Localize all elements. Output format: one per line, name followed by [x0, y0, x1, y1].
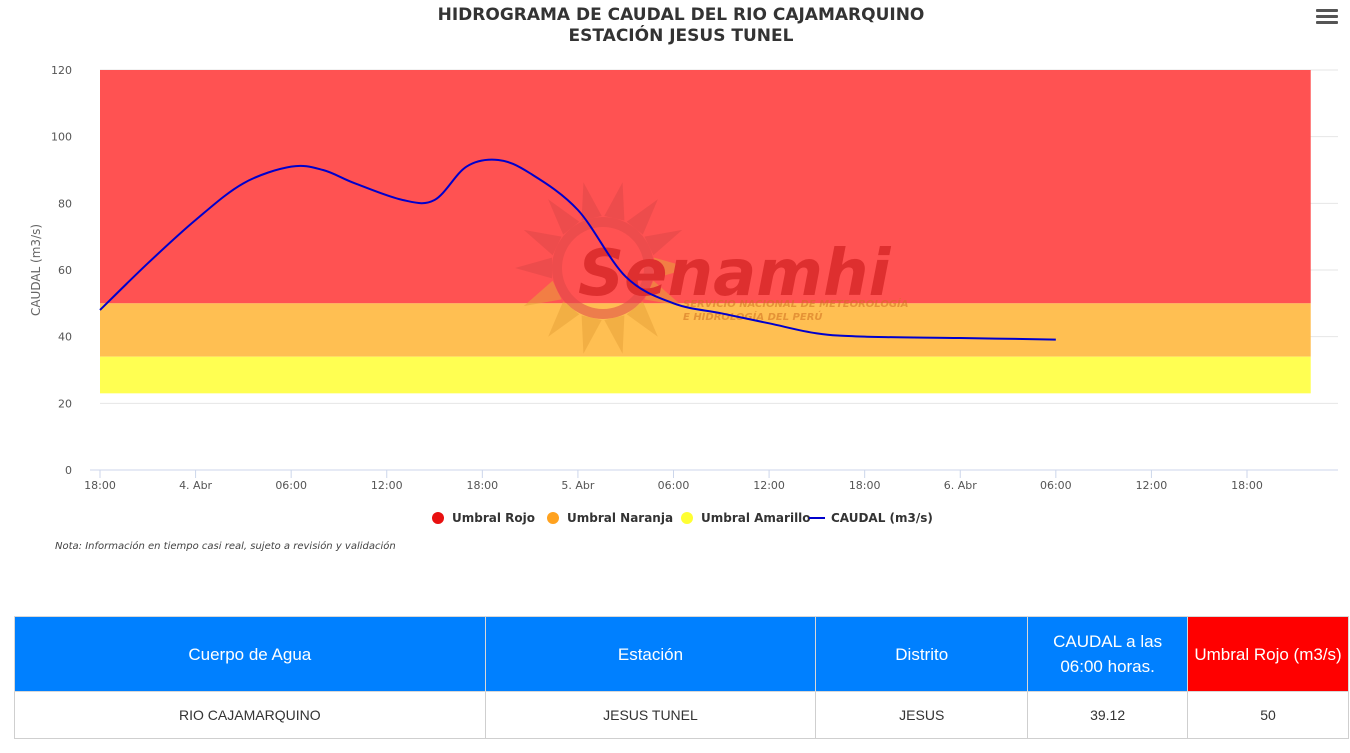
y-tick-label: 0: [65, 464, 72, 477]
threshold-band-umbral-rojo: [100, 70, 1311, 304]
disclaimer-note: Nota: Información en tiempo casi real, s…: [55, 541, 396, 552]
watermark-sun-ray: [604, 315, 625, 354]
watermark-line2: E HIDROLOGÍA DEL PERÚ: [683, 310, 823, 323]
table-header-row: Cuerpo de Agua Estación Distrito CAUDAL …: [14, 616, 1349, 692]
x-tick-label: 5. Abr: [561, 479, 594, 492]
legend-item[interactable]: Umbral Rojo: [432, 511, 535, 525]
x-tick-label: 12:00: [371, 479, 403, 492]
y-tick-label: 60: [58, 264, 72, 277]
chart-title: HIDROGRAMA DE CAUDAL DEL RIO CAJAMARQUIN…: [438, 5, 925, 25]
watermark-sun-ray: [523, 229, 562, 256]
legend-label: CAUDAL (m3/s): [831, 511, 933, 525]
table-row: RIO CAJAMARQUINO JESUS TUNEL JESUS 39.12…: [14, 691, 1349, 739]
chart-canvas: HIDROGRAMA DE CAUDAL DEL RIO CAJAMARQUIN…: [29, 5, 1338, 525]
watermark-sun-ray: [644, 280, 683, 307]
legend-symbol: [432, 512, 444, 524]
y-tick-label: 80: [58, 197, 72, 210]
x-tick-label: 18:00: [849, 479, 881, 492]
x-tick-label: 06:00: [275, 479, 307, 492]
legend-label: Umbral Amarillo: [701, 511, 811, 525]
watermark-sun-ray: [515, 257, 553, 279]
legend-item[interactable]: CAUDAL (m3/s): [809, 511, 933, 525]
watermark-title: Senamhi: [578, 237, 892, 311]
watermark-sun-ray: [644, 229, 683, 256]
legend-symbol: [681, 512, 693, 524]
y-axis-title: CAUDAL (m3/s): [29, 224, 43, 316]
header-district: Distrito: [815, 616, 1029, 692]
y-tick-label: 120: [51, 64, 72, 77]
x-tick-label: 06:00: [658, 479, 690, 492]
x-tick-label: 12:00: [1136, 479, 1168, 492]
x-tick-label: 18:00: [1231, 479, 1263, 492]
header-flow-0600: CAUDAL a las 06:00 horas.: [1027, 616, 1189, 692]
cell-water-body: RIO CAJAMARQUINO: [14, 691, 486, 739]
watermark-sun-disc: [552, 217, 654, 319]
watermark-sun-ray: [581, 182, 602, 221]
cell-district: JESUS: [815, 691, 1029, 739]
cell-station: JESUS TUNEL: [484, 691, 817, 739]
x-tick-label: 12:00: [753, 479, 785, 492]
header-red-threshold: Umbral Rojo (m3/s): [1187, 616, 1349, 692]
hamburger-menu-icon[interactable]: [1316, 9, 1338, 27]
watermark-sun-ray: [604, 182, 625, 221]
x-tick-label: 6. Abr: [944, 479, 977, 492]
x-tick-label: 4. Abr: [179, 479, 212, 492]
watermark-sun-ray: [626, 199, 658, 235]
watermark-sun-ray: [548, 199, 580, 235]
y-tick-label: 20: [58, 397, 72, 410]
chart-legend: Umbral Rojo Umbral Naranja Umbral Amarillo…: [432, 511, 933, 525]
watermark-line1: SERVICIO NACIONAL DE METEOROLOGÍA: [683, 297, 909, 310]
watermark-sun-ray: [626, 301, 658, 337]
header-water-body: Cuerpo de Agua: [14, 616, 486, 692]
series-line-caudal: [99, 158, 1056, 341]
watermark-sun-ray: [548, 301, 580, 337]
threshold-band-umbral-naranja: [100, 303, 1311, 357]
x-tick-label: 18:00: [84, 479, 116, 492]
station-summary-table: Cuerpo de Agua Estación Distrito CAUDAL …: [14, 616, 1349, 739]
header-station: Estación: [484, 616, 817, 692]
legend-label: Umbral Rojo: [452, 511, 535, 525]
legend-symbol: [547, 512, 559, 524]
threshold-band-umbral-amarillo: [100, 356, 1311, 394]
y-tick-label: 40: [58, 331, 72, 344]
x-tick-label: 18:00: [466, 479, 498, 492]
cell-flow-value: 39.12: [1027, 691, 1189, 739]
watermark-sun-ray: [523, 280, 562, 307]
chart-subtitle: ESTACIÓN JESUS TUNEL: [569, 24, 794, 46]
legend-item[interactable]: Umbral Naranja: [547, 511, 673, 525]
legend-item[interactable]: Umbral Amarillo: [681, 511, 811, 525]
legend-label: Umbral Naranja: [567, 511, 673, 525]
x-tick-label: 06:00: [1040, 479, 1072, 492]
watermark-sun-ray: [581, 315, 602, 354]
hydrograph-chart: HIDROGRAMA DE CAUDAL DEL RIO CAJAMARQUIN…: [29, 5, 1338, 552]
cell-red-threshold: 50: [1187, 691, 1349, 739]
y-tick-label: 100: [51, 131, 72, 144]
watermark-sun-ray: [653, 257, 691, 279]
